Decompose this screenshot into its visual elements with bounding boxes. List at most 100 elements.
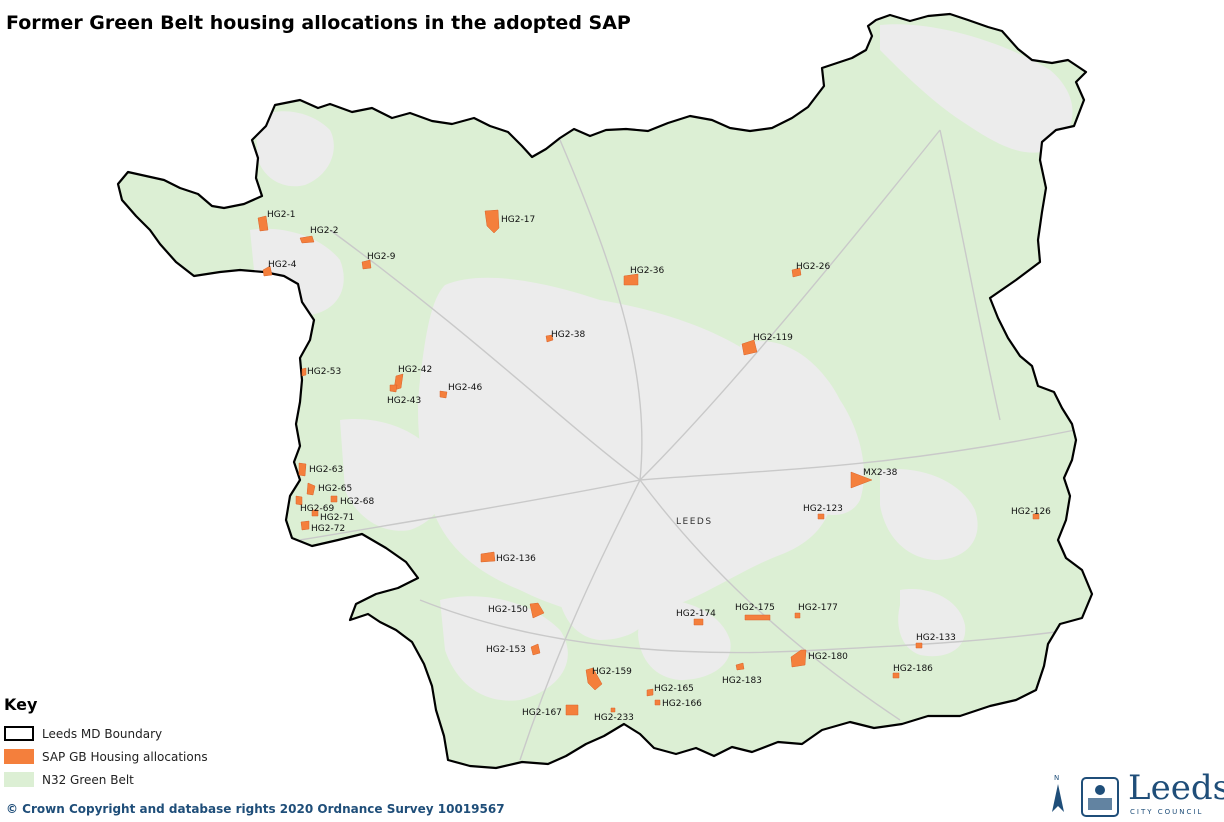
site-label: HG2-9 xyxy=(367,252,396,262)
site-label: HG2-71 xyxy=(320,513,354,523)
allocation-hg2-177 xyxy=(794,612,801,619)
allocation-hg2-71 xyxy=(311,509,319,517)
site-label: HG2-167 xyxy=(522,708,562,718)
allocation-hg2-1 xyxy=(257,215,269,232)
road-network xyxy=(299,129,1076,761)
site-label: HG2-43 xyxy=(387,396,421,406)
allocation-mx2-38 xyxy=(850,471,873,489)
allocation-hg2-65 xyxy=(306,482,316,496)
allocation-hg2-9 xyxy=(361,259,372,270)
allocation-hg2-38 xyxy=(545,334,554,343)
north-arrow-and-crest-icon: N xyxy=(1052,774,1119,817)
map-title: Former Green Belt housing allocations in… xyxy=(6,12,631,34)
allocation-hg2-136 xyxy=(480,551,496,563)
urban-otley-north xyxy=(255,111,334,187)
site-label: HG2-136 xyxy=(496,554,536,564)
allocation-swatch xyxy=(4,749,34,764)
road xyxy=(559,139,643,481)
allocation-hg2-175 xyxy=(744,614,771,621)
map-key: Key Leeds MD Boundary SAP GB Housing all… xyxy=(4,695,244,791)
allocation-hg2-26 xyxy=(791,267,802,278)
site-label: HG2-42 xyxy=(398,365,432,375)
urban-leeds-central xyxy=(418,277,833,617)
allocation-hg2-165 xyxy=(646,688,654,697)
site-label: HG2-126 xyxy=(1011,507,1051,517)
road xyxy=(639,129,941,481)
allocation-hg2-63 xyxy=(298,462,307,477)
site-label: HG2-68 xyxy=(340,497,374,507)
urban-kippax xyxy=(898,589,966,657)
logo-wordmark: Leeds xyxy=(1128,768,1224,808)
key-label: SAP GB Housing allocations xyxy=(42,749,208,764)
site-label: HG2-38 xyxy=(551,330,585,340)
site-label: HG2-165 xyxy=(654,684,694,694)
leeds-city-council-logo: N Leeds CITY COUNCIL xyxy=(1048,768,1224,818)
urban-wetherby xyxy=(880,24,1073,153)
road xyxy=(519,479,641,761)
site-label: HG2-186 xyxy=(893,664,933,674)
road xyxy=(329,229,641,481)
allocation-hg2-150 xyxy=(529,602,545,619)
north-label: N xyxy=(1054,774,1059,782)
allocation-hg2-2 xyxy=(299,235,315,244)
site-label: HG2-65 xyxy=(318,484,352,494)
urban-garforth xyxy=(880,469,978,560)
site-label: HG2-133 xyxy=(916,633,956,643)
allocation-hg2-167 xyxy=(565,704,579,716)
allocation-hg2-153 xyxy=(530,643,541,656)
site-label: HG2-17 xyxy=(501,215,535,225)
allocation-hg2-17 xyxy=(484,209,500,234)
allocation-hg2-36 xyxy=(623,273,639,286)
site-label: MX2-38 xyxy=(863,468,898,478)
allocation-hg2-133 xyxy=(915,642,923,649)
allocation-hg2-166 xyxy=(654,699,661,706)
road xyxy=(639,479,901,721)
site-label: HG2-2 xyxy=(310,226,338,236)
allocation-hg2-72 xyxy=(300,520,310,531)
road xyxy=(299,479,641,541)
site-labels: HG2-1 HG2-2 HG2-4 HG2-9 HG2-17 HG2-36 HG… xyxy=(267,210,1051,723)
road xyxy=(419,599,1071,654)
site-label: HG2-46 xyxy=(448,383,482,393)
crest-icon xyxy=(1081,777,1119,817)
site-label: HG2-183 xyxy=(722,676,762,686)
site-label: HG2-1 xyxy=(267,210,295,220)
site-label: HG2-177 xyxy=(798,603,838,613)
allocation-hg2-123 xyxy=(817,513,825,520)
site-label: HG2-159 xyxy=(592,667,632,677)
allocation-hg2-46 xyxy=(439,390,448,399)
urban-pudsey xyxy=(340,419,446,531)
urban-areas xyxy=(250,24,1073,701)
allocation-hg2-43 xyxy=(389,384,398,393)
allocation-hg2-68 xyxy=(330,495,338,503)
site-label: HG2-69 xyxy=(300,504,334,514)
urban-south xyxy=(558,559,651,640)
site-label: HG2-153 xyxy=(486,645,526,655)
allocation-hg2-233 xyxy=(610,707,616,713)
allocation-hg2-69 xyxy=(295,495,303,506)
key-label: N32 Green Belt xyxy=(42,772,134,787)
key-label: Leeds MD Boundary xyxy=(42,726,163,741)
copyright-notice: © Crown Copyright and database rights 20… xyxy=(6,802,505,816)
site-label: HG2-150 xyxy=(488,605,528,615)
road xyxy=(639,429,1076,481)
allocation-hg2-53 xyxy=(301,367,307,377)
site-label: HG2-123 xyxy=(803,504,843,514)
allocations xyxy=(257,209,1040,716)
key-item-boundary: Leeds MD Boundary xyxy=(4,722,244,745)
allocation-hg2-119 xyxy=(741,339,758,356)
urban-east xyxy=(740,341,864,515)
site-label: HG2-233 xyxy=(594,713,634,723)
site-label: HG2-63 xyxy=(309,465,343,475)
green-belt-swatch xyxy=(4,772,34,787)
road xyxy=(939,129,1001,421)
boundary-swatch xyxy=(4,726,34,741)
crest-emblem-icon xyxy=(1095,785,1105,795)
crest-shield-icon xyxy=(1088,798,1112,810)
site-label: HG2-36 xyxy=(630,266,664,276)
allocation-hg2-183 xyxy=(735,662,745,671)
allocation-hg2-159 xyxy=(585,667,603,691)
site-label: HG2-72 xyxy=(311,524,345,534)
site-label: HG2-119 xyxy=(753,333,793,343)
